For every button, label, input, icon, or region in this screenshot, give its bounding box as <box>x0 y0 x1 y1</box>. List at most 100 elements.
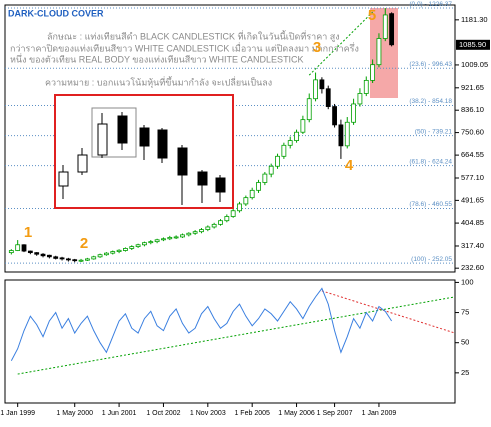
candle-body <box>211 223 217 228</box>
candle-body <box>370 64 376 81</box>
fib-label: (50) - 739.21 <box>415 128 453 135</box>
candle-body <box>91 256 97 260</box>
trend-line <box>308 11 373 76</box>
candle-body <box>338 124 344 147</box>
candle-body <box>306 98 312 121</box>
candle-body <box>300 119 306 133</box>
oscillator-panel <box>4 279 456 404</box>
candle-body <box>180 234 185 238</box>
trend-line <box>321 290 456 334</box>
candle-body <box>256 182 261 191</box>
y-tick-label: 664.55 <box>461 150 484 159</box>
fib-label: (23.6) - 996.43 <box>409 61 452 68</box>
candle-body <box>110 251 116 254</box>
candle-body <box>59 257 65 260</box>
candle-body <box>218 220 223 225</box>
candle-body <box>129 246 135 249</box>
candle-body <box>351 103 356 123</box>
candle-body <box>53 256 59 259</box>
candle-body <box>135 244 141 248</box>
candle-body <box>237 203 242 212</box>
y-tick-label: 25 <box>461 368 469 377</box>
candle-body <box>84 258 90 261</box>
candle-body <box>161 238 166 241</box>
example-inset <box>54 94 234 209</box>
candle-body <box>46 254 52 258</box>
candle-body <box>205 226 211 230</box>
candle-body <box>275 155 280 167</box>
candle-body <box>40 253 46 257</box>
inset-highlight <box>91 107 137 158</box>
x-tick-label: 1 Nov 2003 <box>190 410 226 417</box>
candle-body <box>8 250 14 254</box>
candle-body <box>192 231 198 234</box>
y-tick-label: 1181.30 <box>461 15 488 24</box>
wave-marker: 3 <box>313 39 321 56</box>
candle-body <box>21 244 27 252</box>
candle-body <box>27 250 33 254</box>
candle-body <box>78 259 84 262</box>
x-tick-label: 1 Jan 1999 <box>0 410 35 417</box>
candle-body <box>325 88 331 107</box>
candle-body <box>65 258 71 261</box>
candle-body <box>313 79 318 100</box>
x-tick-label: 1 May 2006 <box>278 410 315 417</box>
candle-body <box>104 252 109 256</box>
price-panel <box>4 4 456 273</box>
x-tick-label: 1 Feb 2005 <box>234 410 270 417</box>
candle-body <box>15 244 21 251</box>
candle-body <box>363 79 369 94</box>
x-tick-label: 1 May 2000 <box>56 410 93 417</box>
description: ลักษณะ : แท่งเทียนสีดำ BLACK CANDLESTICK… <box>47 29 340 42</box>
y-tick-label: 921.65 <box>461 83 484 92</box>
y-tick-label: 75 <box>461 308 469 317</box>
x-tick-label: 1 Jun 2001 <box>102 410 137 417</box>
x-tick-label: 1 Oct 2002 <box>146 410 180 417</box>
y-tick-label: 100 <box>461 277 474 286</box>
current-price-label: 1085.90 <box>459 40 486 49</box>
candle-body <box>173 236 179 239</box>
y-tick-label: 232.60 <box>461 263 484 272</box>
y-tick-label: 1009.05 <box>461 60 488 69</box>
x-tick-label: 1 Jan 2009 <box>362 410 397 417</box>
oscillator-line <box>10 287 393 362</box>
candle-body <box>116 249 122 252</box>
candle-body <box>224 216 230 222</box>
candle-body <box>294 131 299 141</box>
description: ความหมาย : บอกแนวโน้มหุ้นที่ขึ้นมากำลัง … <box>45 75 272 88</box>
wave-marker: 4 <box>345 157 354 174</box>
candle-body <box>230 210 236 217</box>
candle-body <box>148 241 154 244</box>
candle-body <box>167 237 173 240</box>
candle-body <box>123 248 128 251</box>
candle-body <box>249 189 255 199</box>
candle-body <box>72 259 78 262</box>
candle-body <box>319 79 325 90</box>
candle-body <box>186 232 192 236</box>
y-tick-label: 404.85 <box>461 218 484 227</box>
candle-body <box>332 106 337 126</box>
x-tick-label: 1 Sep 2007 <box>317 410 353 417</box>
candle-body <box>344 121 350 147</box>
candle-body <box>97 254 103 258</box>
candle-body <box>357 93 363 105</box>
fib-label: (100) - 252.05 <box>411 256 452 263</box>
chart-title: DARK-CLOUD COVER <box>8 8 104 18</box>
y-tick-label: 491.65 <box>461 195 484 204</box>
candle-body <box>262 173 268 183</box>
candle-body <box>287 140 293 146</box>
y-tick-label: 50 <box>461 338 469 347</box>
y-tick-label: 750.60 <box>461 128 484 137</box>
candle-body <box>154 239 160 243</box>
candle-body <box>268 165 274 175</box>
description: กว่าราคาปิดของแท่งเทียนสีขาว WHITE CANDL… <box>10 41 359 53</box>
fib-label: (0.0) - 1226.37 <box>409 1 452 8</box>
candle-body <box>376 38 382 66</box>
fib-label: (38.2) - 854.18 <box>409 98 452 105</box>
fib-label: (78.6) - 460.55 <box>409 201 452 208</box>
candle-body <box>281 144 287 157</box>
current-price-box <box>456 39 490 50</box>
y-tick-label: 317.40 <box>461 241 484 250</box>
candle-body <box>243 197 249 205</box>
